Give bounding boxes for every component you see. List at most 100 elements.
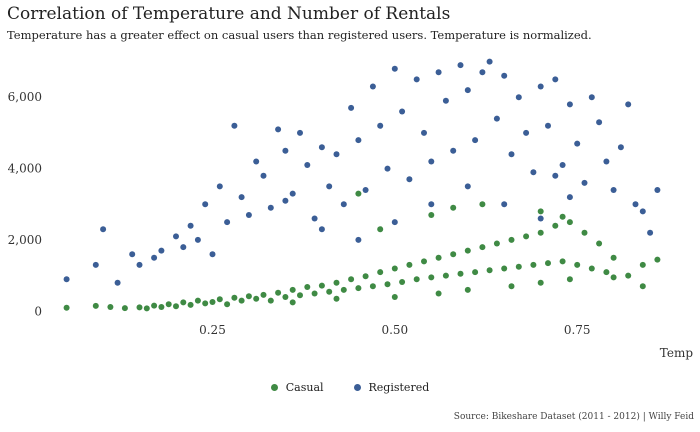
data-point-registered — [552, 76, 559, 83]
data-point-registered — [479, 69, 486, 76]
legend-marker — [353, 384, 361, 391]
data-point-registered — [617, 144, 624, 151]
data-point-casual — [596, 240, 603, 247]
data-point-registered — [194, 236, 201, 243]
data-point-registered — [647, 229, 654, 236]
data-point-casual — [187, 301, 194, 308]
data-point-registered — [173, 233, 179, 240]
data-point-registered — [566, 194, 573, 201]
data-point-casual — [289, 299, 296, 306]
data-point-casual — [333, 279, 340, 286]
data-point-casual — [639, 261, 646, 268]
data-point-casual — [566, 219, 573, 226]
data-point-casual — [559, 258, 566, 265]
data-point-registered — [318, 144, 325, 151]
data-point-casual — [260, 291, 267, 298]
data-point-casual — [63, 304, 70, 311]
data-point-casual — [545, 260, 551, 267]
data-point-registered — [216, 183, 223, 190]
x-tick-label: 0.50 — [381, 323, 408, 337]
data-point-casual — [369, 283, 376, 290]
data-point-registered — [326, 183, 333, 190]
data-point-registered — [304, 162, 311, 168]
data-point-casual — [450, 251, 457, 258]
data-point-registered — [348, 104, 355, 111]
data-point-casual — [464, 247, 471, 254]
data-point-registered — [428, 158, 435, 165]
y-tick-label: 4,000 — [8, 162, 42, 176]
data-point-casual — [464, 286, 471, 293]
data-point-casual — [428, 212, 435, 218]
data-point-casual — [493, 240, 500, 247]
data-point-registered — [639, 208, 646, 215]
data-point-casual — [501, 265, 508, 272]
chart-subtitle: Temperature has a greater effect on casu… — [7, 28, 592, 42]
data-point-casual — [158, 304, 165, 310]
data-point-casual — [304, 284, 311, 290]
data-point-casual — [318, 282, 325, 289]
legend-item-casual: Casual — [270, 381, 324, 394]
data-point-casual — [282, 294, 289, 300]
data-point-registered — [384, 165, 391, 172]
data-point-registered — [187, 222, 194, 229]
data-point-registered — [413, 76, 420, 83]
data-point-registered — [100, 226, 107, 233]
data-point-registered — [566, 101, 573, 108]
y-tick-label: 6,000 — [8, 90, 42, 104]
data-point-registered — [457, 62, 464, 69]
data-point-casual — [333, 295, 340, 302]
data-point-casual — [275, 289, 282, 296]
data-point-casual — [435, 290, 442, 297]
data-point-casual — [603, 269, 610, 276]
data-point-registered — [318, 226, 325, 233]
data-point-registered — [391, 65, 398, 72]
data-point-casual — [143, 305, 150, 312]
data-point-casual — [479, 201, 486, 208]
data-point-casual — [450, 204, 457, 211]
data-point-registered — [559, 162, 566, 168]
x-axis: 0.25 0.50 0.75 — [199, 323, 590, 337]
data-point-registered — [493, 115, 500, 122]
data-point-registered — [399, 108, 406, 115]
data-point-casual — [559, 213, 566, 220]
data-point-casual — [355, 285, 362, 292]
data-point-registered — [391, 219, 398, 226]
data-point-registered — [282, 197, 289, 204]
x-tick-label: 0.75 — [564, 323, 591, 337]
data-point-casual — [209, 299, 216, 305]
data-point-registered — [515, 94, 522, 101]
data-point-casual — [391, 265, 398, 272]
data-point-registered — [333, 151, 340, 158]
data-point-casual — [406, 261, 413, 268]
data-point-casual — [151, 302, 158, 309]
data-point-registered — [355, 137, 362, 144]
data-point-registered — [275, 126, 282, 133]
data-point-casual — [267, 297, 274, 304]
data-point-registered — [267, 204, 274, 211]
data-point-casual — [625, 272, 632, 279]
data-point-casual — [508, 236, 515, 243]
data-point-registered — [428, 201, 435, 208]
data-point-registered — [610, 187, 617, 193]
data-point-casual — [530, 261, 537, 268]
data-point-casual — [107, 304, 114, 310]
data-point-registered — [63, 276, 70, 283]
legend-label: Registered — [368, 381, 430, 394]
data-point-registered — [158, 247, 165, 254]
data-point-casual — [121, 305, 128, 312]
x-axis-label: Temp — [660, 346, 694, 360]
x-tick-label: 0.25 — [199, 323, 226, 337]
data-point-registered — [311, 215, 318, 222]
data-point-casual — [253, 295, 260, 302]
data-point-registered — [231, 122, 238, 129]
data-point-casual — [472, 269, 479, 276]
data-point-registered — [501, 201, 508, 208]
data-point-casual — [362, 273, 369, 280]
y-tick-label: 2,000 — [8, 233, 42, 247]
data-point-casual — [391, 294, 398, 300]
data-point-registered — [545, 122, 551, 129]
data-point-casual — [297, 292, 303, 299]
data-point-registered — [501, 72, 508, 79]
data-point-casual — [136, 304, 143, 311]
data-point-registered — [574, 140, 581, 147]
